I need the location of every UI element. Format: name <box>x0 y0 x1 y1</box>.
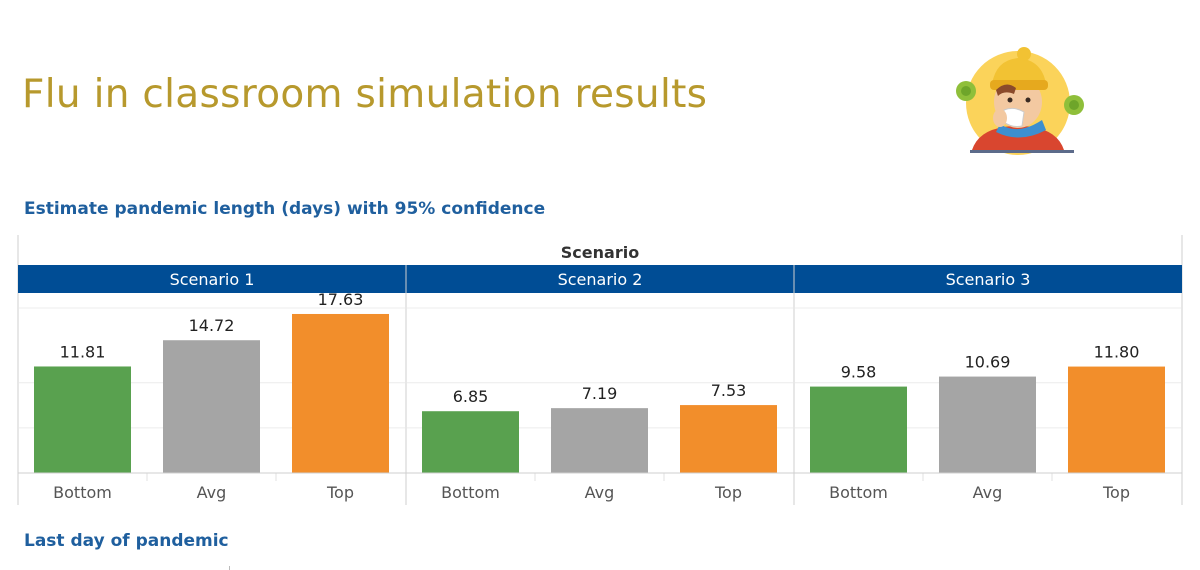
x-tick-label: Bottom <box>53 483 112 502</box>
x-tick-label: Top <box>1102 483 1130 502</box>
bar-top <box>292 313 389 473</box>
sick-child-sneezing-icon <box>956 47 1084 155</box>
data-label: 11.80 <box>1094 343 1140 362</box>
bar-top <box>1068 366 1165 473</box>
bar-bottom <box>34 366 131 473</box>
column-header: Scenario <box>561 243 639 262</box>
bar-chart: Scenario Scenario 1 11.81 Bottom 14.72 Avg 17.… <box>17 235 1183 505</box>
x-tick-label: Avg <box>197 483 227 502</box>
bar-avg <box>551 408 648 473</box>
chart-subtitle: Estimate pandemic length (days) with 95%… <box>24 199 546 219</box>
x-tick-label: Bottom <box>829 483 888 502</box>
x-tick-label: Bottom <box>441 483 500 502</box>
axis-tick <box>229 566 230 570</box>
panel-header-2 <box>406 265 794 293</box>
page-title: Flu in classroom simulation results <box>22 72 708 117</box>
panel-header-label: Scenario 1 <box>170 270 255 289</box>
panel-header-3 <box>794 265 1182 293</box>
data-label: 6.85 <box>453 387 489 406</box>
data-label: 9.58 <box>841 363 877 382</box>
data-label: 10.69 <box>965 353 1011 372</box>
bar-avg <box>939 376 1036 473</box>
bar-bottom <box>810 386 907 473</box>
section-title-last-day: Last day of pandemic <box>24 531 229 551</box>
data-label: 14.72 <box>189 316 235 335</box>
x-tick-label: Top <box>714 483 742 502</box>
x-tick-label: Avg <box>973 483 1003 502</box>
x-tick-label: Top <box>326 483 354 502</box>
bar-bottom <box>422 411 519 473</box>
panel-header-label: Scenario 2 <box>558 270 643 289</box>
data-label: 7.19 <box>582 384 618 403</box>
data-label: 7.53 <box>711 381 747 400</box>
panel-header-label: Scenario 3 <box>946 270 1031 289</box>
data-label: 11.81 <box>60 342 106 361</box>
bar-avg <box>163 340 260 473</box>
x-tick-label: Avg <box>585 483 615 502</box>
bar-top <box>680 405 777 473</box>
panel-header-1 <box>18 265 406 293</box>
data-label: 17.63 <box>318 290 364 309</box>
